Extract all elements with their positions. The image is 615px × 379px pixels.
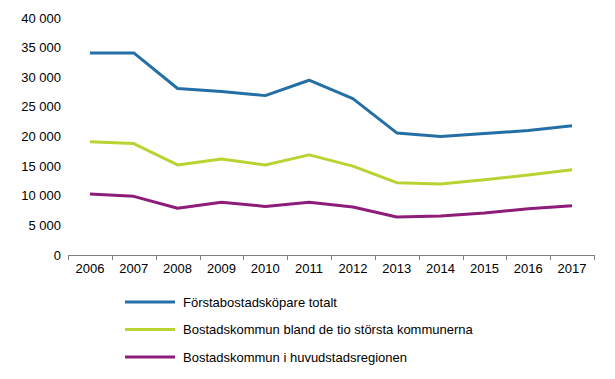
- x-tick: [156, 255, 157, 260]
- y-tick-label: 20 000: [21, 129, 61, 144]
- x-tick-label: 2006: [75, 261, 104, 276]
- legend-swatch: [125, 301, 175, 304]
- y-tick-label: 25 000: [21, 99, 61, 114]
- y-tick-label: 5 000: [28, 218, 61, 233]
- x-tick: [68, 255, 69, 260]
- plot-area: [90, 53, 572, 217]
- x-tick-label: 2012: [338, 261, 367, 276]
- x-tick-label: 2007: [119, 261, 148, 276]
- x-tick: [200, 255, 201, 260]
- x-tick: [375, 255, 376, 260]
- y-tick-label: 30 000: [21, 70, 61, 85]
- x-tick-label: 2015: [470, 261, 499, 276]
- x-tick-label: 2009: [207, 261, 236, 276]
- x-tick-label: 2014: [426, 261, 455, 276]
- x-tick: [550, 255, 551, 260]
- x-tick: [287, 255, 288, 260]
- y-tick-label: 15 000: [21, 159, 61, 174]
- series-line: [90, 53, 572, 137]
- legend-label: Förstabostadsköpare totalt: [183, 295, 337, 310]
- x-tick-label: 2017: [558, 261, 587, 276]
- series-line: [90, 194, 572, 217]
- x-tick: [463, 255, 464, 260]
- series-line: [90, 142, 572, 184]
- legend-swatch: [125, 328, 175, 331]
- x-tick: [506, 255, 507, 260]
- y-tick-label: 35 000: [21, 40, 61, 55]
- x-tick: [594, 255, 595, 260]
- x-tick: [419, 255, 420, 260]
- x-tick-label: 2016: [514, 261, 543, 276]
- x-tick-label: 2011: [295, 261, 323, 276]
- x-tick-label: 2013: [382, 261, 411, 276]
- x-tick-label: 2008: [163, 261, 192, 276]
- x-tick: [243, 255, 244, 260]
- y-tick-label: 0: [54, 248, 61, 263]
- y-tick-label: 10 000: [21, 188, 61, 203]
- legend-swatch: [125, 356, 175, 359]
- legend-label: Bostadskommun bland de tio största kommu…: [183, 322, 474, 337]
- x-tick: [331, 255, 332, 260]
- legend-label: Bostadskommun i huvudstadsregionen: [183, 350, 407, 365]
- x-tick: [112, 255, 113, 260]
- y-tick-label: 40 000: [21, 11, 61, 26]
- x-tick-label: 2010: [251, 261, 280, 276]
- chart: 0 5 000 10 000 15 000 20 000 25 000 30 000 35 0…: [0, 0, 615, 379]
